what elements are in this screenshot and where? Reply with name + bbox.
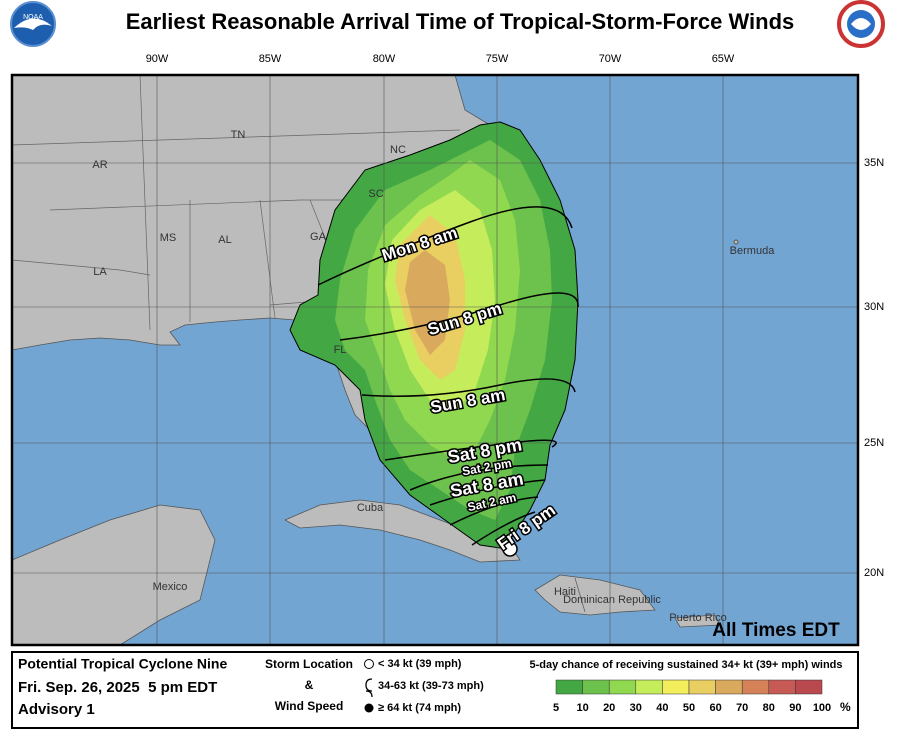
key-entry: ≥ 64 kt (74 mph) <box>378 702 461 714</box>
scale-swatch <box>635 679 663 695</box>
lat-label: 35N <box>864 157 884 169</box>
lon-label: 75W <box>486 53 509 65</box>
scale-unit: % <box>840 700 851 714</box>
lon-label: 65W <box>712 53 735 65</box>
scale-label: 5 <box>553 702 559 714</box>
lat-label: 20N <box>864 567 884 579</box>
mexico-land <box>12 504 216 645</box>
times-note: All Times EDT <box>712 620 840 641</box>
lat-label: 25N <box>864 437 884 449</box>
scale-swatch <box>688 679 716 695</box>
place-label: Bermuda <box>730 245 776 257</box>
contour <box>409 464 549 491</box>
lon-label: 80W <box>373 53 396 65</box>
issued: Fri. Sep. 26, 2025 5 pm EDT <box>18 679 217 696</box>
logo-text: NOAA <box>23 14 43 21</box>
contour <box>317 206 573 286</box>
scale-swatch <box>582 679 610 695</box>
place-label: Mexico <box>153 581 188 593</box>
scale-label: 100 <box>813 702 831 714</box>
border <box>574 577 586 613</box>
contour <box>339 292 579 341</box>
arrival-contours <box>317 206 579 546</box>
lon-label: 90W <box>146 53 169 65</box>
scale-label: 20 <box>603 702 615 714</box>
symbol <box>364 659 374 669</box>
scale-label: 80 <box>763 702 775 714</box>
scale-swatch <box>555 679 583 695</box>
place-label: Haiti <box>554 586 576 598</box>
scale-label: 50 <box>683 702 695 714</box>
scale-swatch <box>741 679 770 695</box>
advisory: Advisory 1 <box>18 701 95 718</box>
lat-label: 30N <box>864 301 884 313</box>
place-label: GA <box>310 231 327 243</box>
cuba-land <box>284 499 521 563</box>
place-label: TN <box>231 129 246 141</box>
key-entry: 34-63 kt (39-73 mph) <box>378 680 484 692</box>
map: AR TN NC SC MS AL GA LA FL Bermuda Cuba Mexico Haiti… <box>12 75 858 645</box>
place-label: LA <box>93 266 107 278</box>
hispaniola-land <box>534 574 656 616</box>
place-label: FL <box>334 344 347 356</box>
swath-band <box>405 250 450 355</box>
nws-logo <box>837 0 885 48</box>
lon-label: 70W <box>599 53 622 65</box>
place-label: Puerto Rico <box>669 612 726 624</box>
place-label: SC <box>368 188 383 200</box>
place-label: Cuba <box>357 502 384 514</box>
place-label: AR <box>92 159 107 171</box>
graticule <box>12 75 858 645</box>
title: Earliest Reasonable Arrival Time of Trop… <box>126 9 795 34</box>
noaa-logo: NOAA <box>10 1 56 47</box>
scale-swatch <box>608 679 637 695</box>
contour <box>384 439 557 461</box>
symbol <box>364 703 374 713</box>
place-label: Dominican Republic <box>563 594 661 606</box>
contour <box>471 511 536 546</box>
scale-label: 40 <box>656 702 668 714</box>
puerto-rico-land <box>674 614 721 628</box>
place-label: AL <box>218 234 231 246</box>
contour <box>429 479 546 506</box>
scale-label: 10 <box>576 702 588 714</box>
scale-swatch <box>768 679 796 695</box>
scale-label: 70 <box>736 702 748 714</box>
scale-label: 60 <box>709 702 721 714</box>
lon-label: 85W <box>259 53 282 65</box>
scale-swatch <box>795 679 823 695</box>
scale-title: 5-day chance of receiving sustained 34+ … <box>530 659 843 671</box>
storm-name: Potential Tropical Cyclone Nine <box>18 656 227 672</box>
contour <box>361 378 576 397</box>
symbol <box>365 678 373 698</box>
key-title: Wind Speed <box>275 699 344 713</box>
place-label: NC <box>390 144 406 156</box>
key-title: Storm Location <box>265 657 353 671</box>
storm-location <box>502 541 518 557</box>
contour <box>449 496 539 526</box>
key-title: & <box>305 678 314 692</box>
scale-swatch <box>715 679 743 695</box>
probability-swath <box>289 121 579 549</box>
scale-label: 90 <box>789 702 801 714</box>
scale-label: 30 <box>630 702 642 714</box>
map-frame <box>10 73 860 647</box>
scale-swatch <box>662 679 690 695</box>
bermuda-land <box>733 239 739 245</box>
place-label: MS <box>160 232 177 244</box>
key-entry: < 34 kt (39 mph) <box>378 658 462 670</box>
